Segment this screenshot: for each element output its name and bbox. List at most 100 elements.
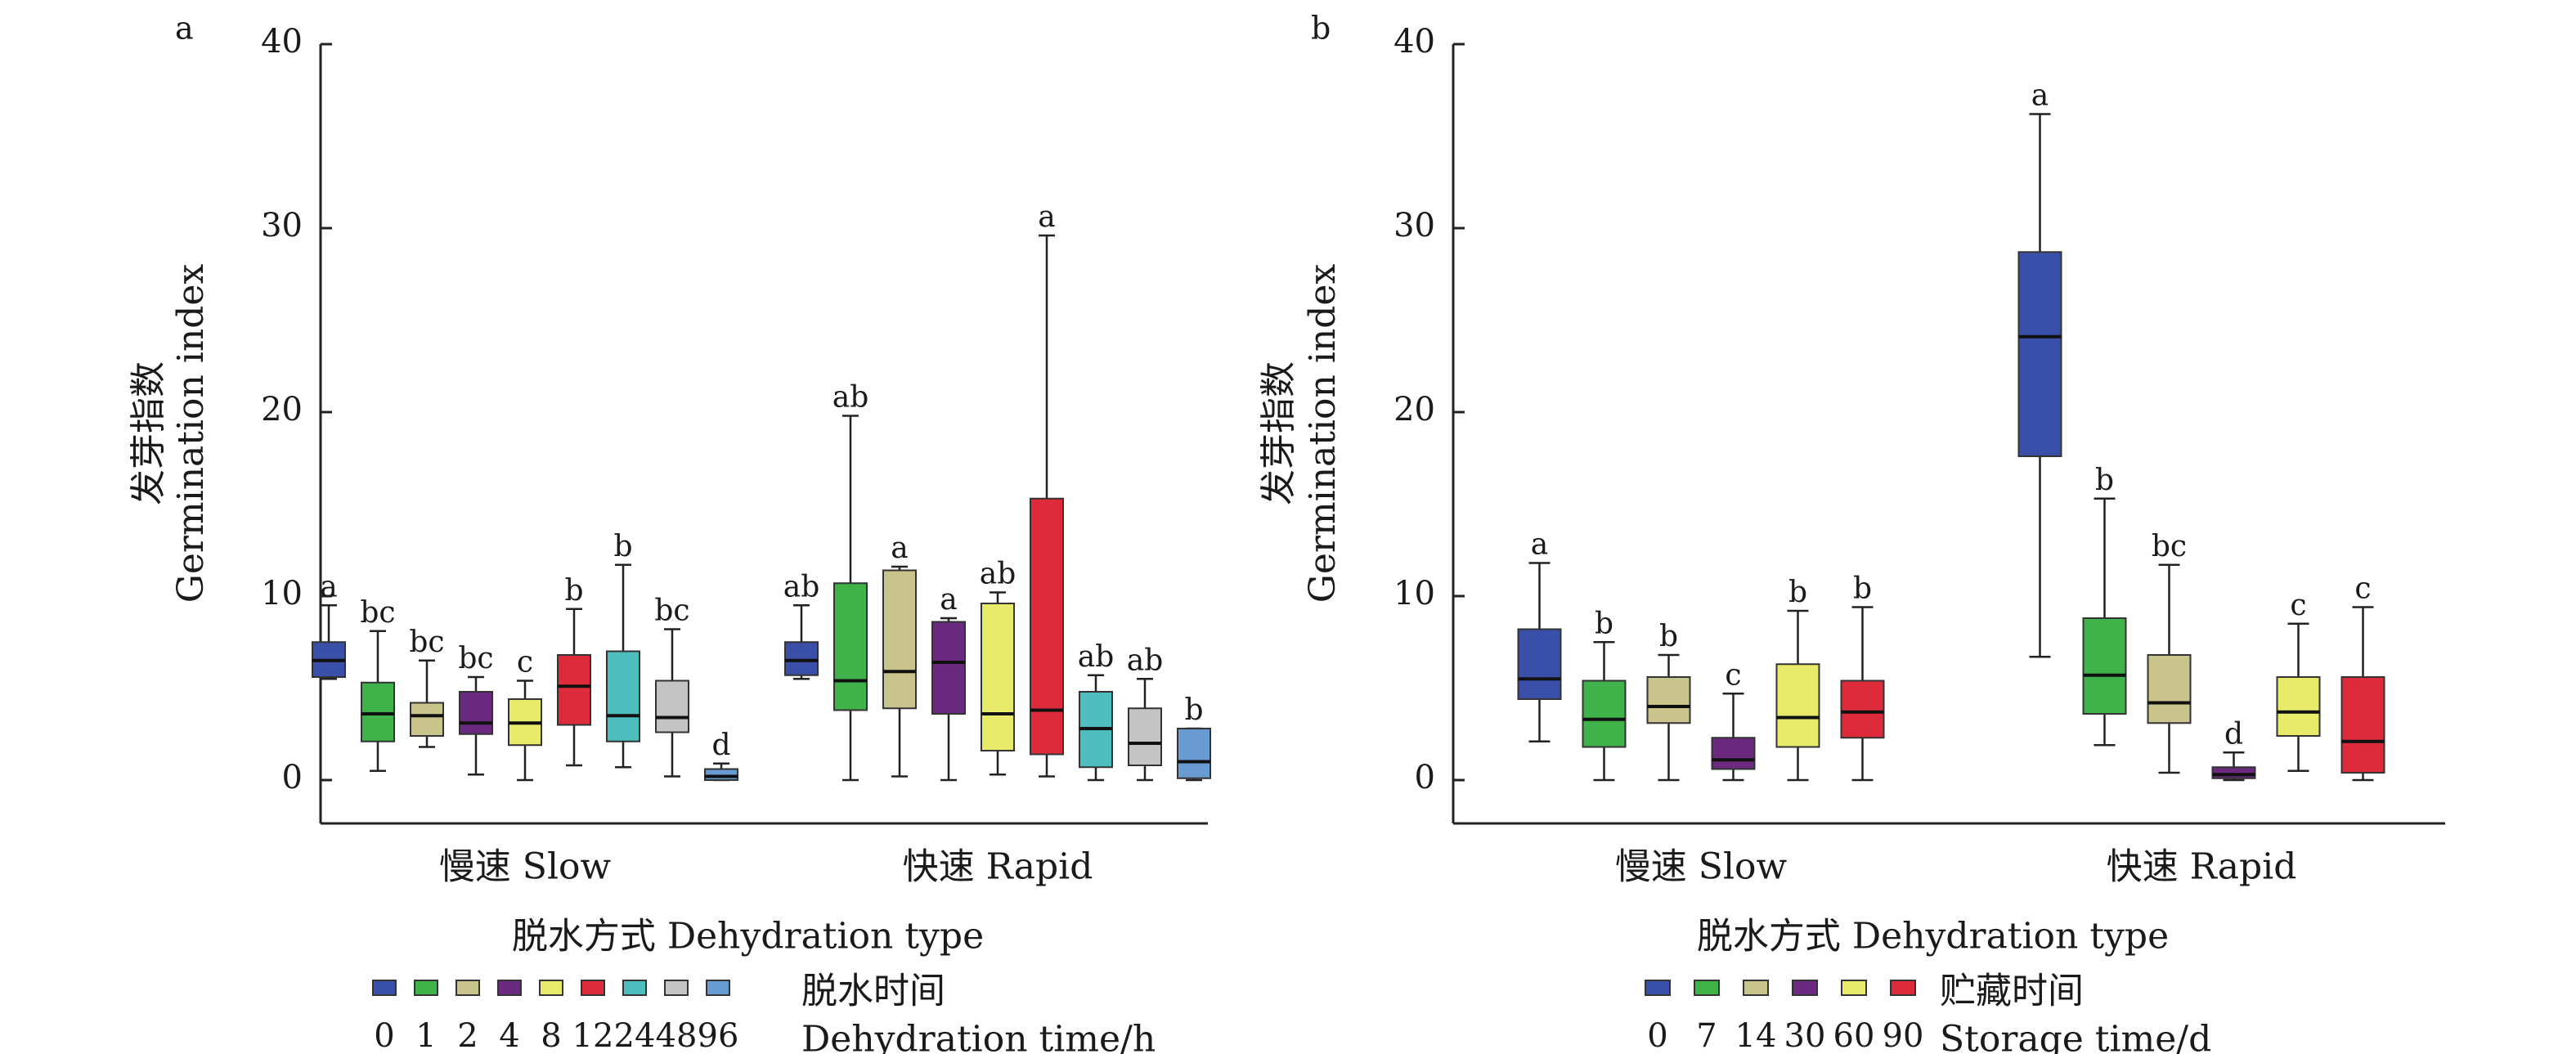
legend-swatch	[1792, 980, 1818, 996]
significance-label: bc	[409, 626, 444, 659]
significance-label: a	[320, 570, 337, 603]
box	[2211, 766, 2256, 779]
significance-label: bc	[2152, 530, 2187, 563]
legend-key-label: 24	[614, 1017, 656, 1054]
box	[2082, 617, 2127, 715]
significance-label: c	[2354, 572, 2371, 606]
legend-title-en: Dehydration time/h	[801, 1019, 1156, 1054]
legend-key-label: 60	[1833, 1017, 1875, 1054]
y-tick-label: 30	[1393, 207, 1435, 244]
significance-label: d	[711, 729, 730, 762]
legend-key-label: 90	[1883, 1017, 1924, 1054]
significance-label: a	[891, 531, 908, 565]
box	[361, 681, 395, 742]
legend-key-label: 8	[541, 1017, 561, 1054]
legend-key-label: 4	[499, 1017, 519, 1054]
legend-key-label: 7	[1696, 1017, 1717, 1054]
box	[704, 768, 738, 781]
y-tick-label: 0	[282, 759, 303, 796]
panel-letter: a	[175, 11, 194, 47]
legend-key-label: 30	[1784, 1017, 1826, 1054]
box	[1128, 707, 1162, 766]
box	[784, 641, 819, 676]
legend-key-label: 14	[1735, 1017, 1777, 1054]
significance-label: ab	[832, 381, 869, 415]
legend-title-cn: 贮藏时间	[1940, 971, 2084, 1012]
panel-letter: b	[1311, 11, 1331, 47]
x-category-label: 快速 Rapid	[903, 846, 1093, 888]
box	[1711, 737, 1756, 770]
box	[459, 691, 493, 735]
legend-key-label: 96	[698, 1017, 739, 1054]
legend-swatch	[1743, 980, 1769, 996]
significance-label: a	[2031, 79, 2049, 113]
legend-swatch	[414, 980, 438, 996]
box	[410, 702, 444, 737]
legend-swatch	[1890, 980, 1916, 996]
y-axis-title-en: Germination index	[1302, 264, 1344, 603]
legend-key-label: 0	[374, 1017, 394, 1054]
box	[1030, 497, 1064, 756]
x-category-label: 慢速 Slow	[1615, 846, 1788, 888]
significance-label: b	[1595, 607, 1613, 640]
significance-label: c	[1725, 658, 1741, 692]
legend-swatch	[706, 980, 730, 996]
significance-label: a	[1038, 200, 1055, 234]
y-axis-title-cn: 发芽指数	[1258, 361, 1299, 505]
box	[2276, 676, 2321, 737]
box	[2147, 654, 2192, 724]
box	[833, 582, 868, 711]
significance-label: b	[613, 530, 632, 563]
significance-label: b	[2095, 464, 2114, 497]
box	[655, 679, 689, 733]
x-axis-title: 脱水方式 Dehydration type	[1697, 916, 2169, 958]
box	[1517, 628, 1562, 700]
significance-label: ab	[783, 570, 820, 603]
y-tick-label: 20	[261, 391, 303, 428]
significance-label: ab	[980, 558, 1016, 591]
x-axis-title: 脱水方式 Dehydration type	[512, 916, 984, 958]
significance-label: d	[2224, 717, 2243, 751]
y-tick-label: 20	[1393, 391, 1435, 428]
significance-label: ab	[1078, 640, 1115, 674]
y-tick-label: 0	[1415, 759, 1435, 796]
significance-label: b	[564, 574, 583, 608]
box	[1840, 679, 1885, 739]
legend-swatch	[581, 980, 605, 996]
y-tick-label: 10	[1393, 575, 1435, 612]
box	[1582, 679, 1627, 748]
significance-label: b	[1659, 620, 1678, 653]
box	[557, 654, 591, 726]
box	[606, 650, 640, 742]
y-tick-label: 10	[261, 575, 303, 612]
y-tick-label: 40	[1393, 23, 1435, 61]
legend-key-label: 2	[457, 1017, 478, 1054]
legend-swatch	[1694, 980, 1720, 996]
significance-label: c	[517, 646, 533, 679]
box	[2017, 251, 2062, 457]
legend-key-label: 48	[656, 1017, 698, 1054]
legend-swatch	[622, 980, 647, 996]
legend-title-en: Storage time/d	[1940, 1019, 2211, 1054]
legend-swatch	[1841, 980, 1867, 996]
legend-key-label: 1	[415, 1017, 436, 1054]
legend-swatch	[539, 980, 563, 996]
legend-swatch	[664, 980, 689, 996]
box	[981, 603, 1015, 751]
significance-label: b	[1184, 693, 1203, 727]
y-axis-title-cn: 发芽指数	[128, 361, 169, 505]
significance-label: bc	[360, 596, 395, 630]
x-category-label: 慢速 Slow	[439, 846, 612, 888]
box	[1177, 728, 1211, 779]
significance-label: ab	[1127, 644, 1164, 677]
y-tick-label: 30	[261, 207, 303, 244]
legend-swatch	[497, 980, 522, 996]
box	[1646, 676, 1691, 724]
legend-title-cn: 脱水时间	[801, 971, 945, 1012]
significance-label: bc	[458, 642, 493, 675]
box	[882, 569, 917, 710]
y-tick-label: 40	[261, 23, 303, 61]
x-category-label: 快速 Rapid	[2107, 846, 2297, 888]
